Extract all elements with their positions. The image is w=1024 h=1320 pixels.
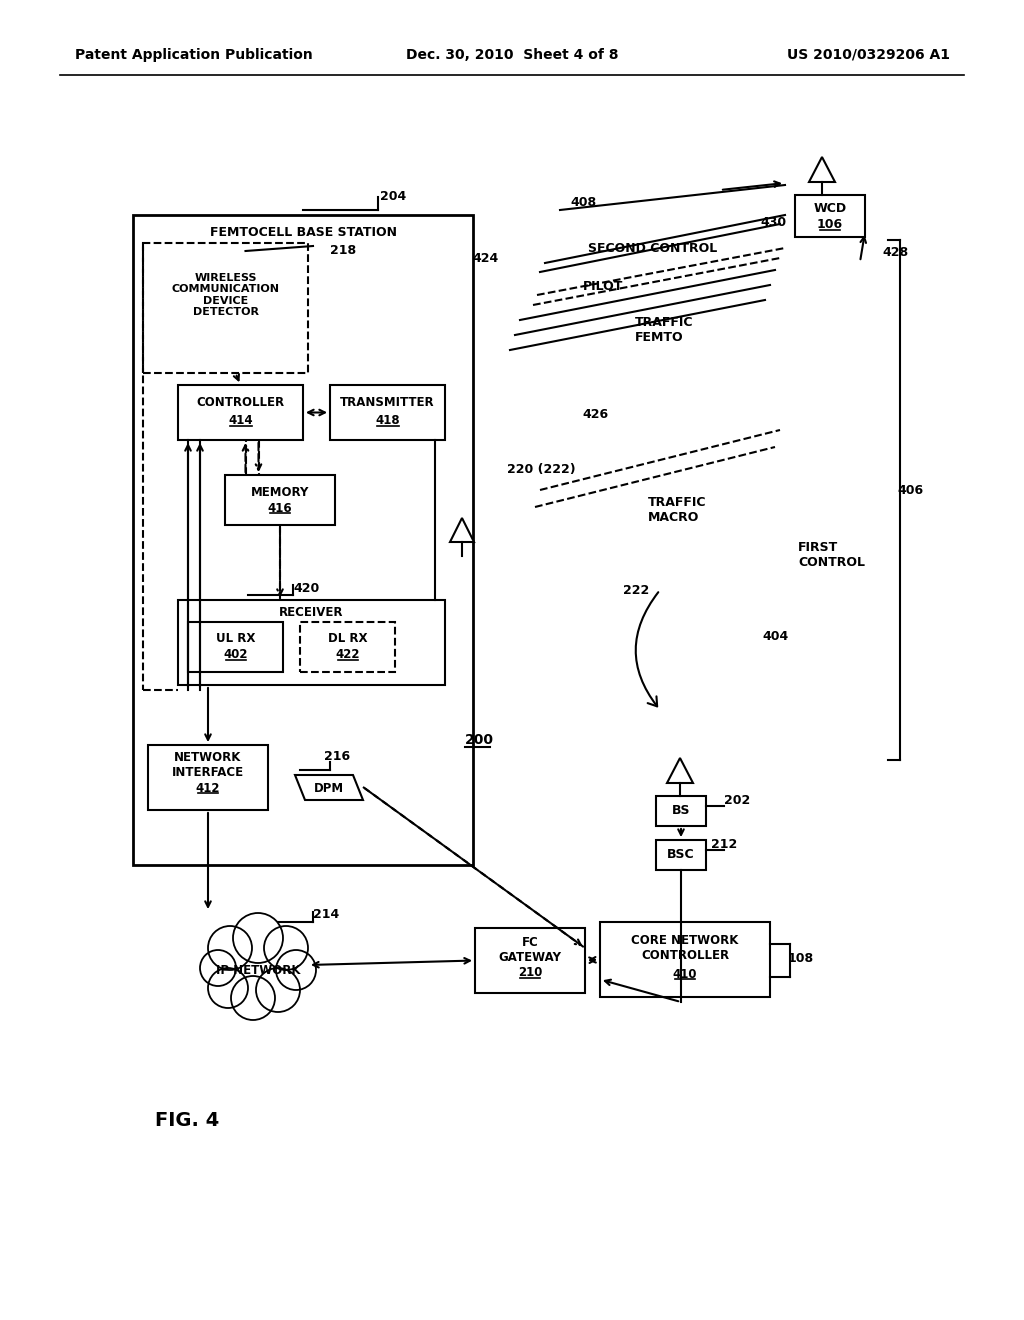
Text: DL RX: DL RX — [328, 632, 368, 645]
Text: 200: 200 — [465, 733, 494, 747]
Polygon shape — [295, 775, 362, 800]
Bar — [188, 622, 283, 672]
Text: 222: 222 — [623, 583, 649, 597]
Text: 414: 414 — [228, 414, 253, 428]
Text: WCD: WCD — [813, 202, 847, 215]
Polygon shape — [450, 517, 474, 543]
Bar — [143, 243, 308, 374]
Text: 210: 210 — [518, 966, 542, 979]
Text: 106: 106 — [817, 219, 843, 231]
Bar — [330, 385, 445, 440]
Circle shape — [256, 968, 300, 1012]
Circle shape — [208, 927, 252, 970]
Text: SECOND CONTROL: SECOND CONTROL — [588, 242, 717, 255]
Text: 404: 404 — [762, 631, 788, 644]
Text: Patent Application Publication: Patent Application Publication — [75, 48, 312, 62]
Text: FC
GATEWAY: FC GATEWAY — [499, 936, 561, 964]
Text: 410: 410 — [673, 968, 697, 981]
Text: TRAFFIC
MACRO: TRAFFIC MACRO — [648, 496, 707, 524]
Text: 420: 420 — [293, 582, 319, 594]
Text: 220 (222): 220 (222) — [507, 463, 575, 477]
FancyArrowPatch shape — [636, 593, 658, 706]
Text: US 2010/0329206 A1: US 2010/0329206 A1 — [787, 48, 950, 62]
Bar — [225, 475, 335, 525]
Text: 204: 204 — [380, 190, 407, 203]
Polygon shape — [809, 157, 835, 182]
Circle shape — [264, 927, 308, 970]
Text: 408: 408 — [570, 195, 596, 209]
Text: 426: 426 — [582, 408, 608, 421]
Text: 402: 402 — [223, 648, 248, 661]
Text: NETWORK
INTERFACE: NETWORK INTERFACE — [172, 751, 244, 779]
Text: 418: 418 — [375, 414, 399, 428]
Text: 216: 216 — [324, 751, 350, 763]
Polygon shape — [667, 758, 693, 783]
Text: PILOT: PILOT — [583, 280, 624, 293]
Text: 422: 422 — [335, 648, 359, 661]
Bar — [300, 622, 395, 672]
Bar — [475, 928, 585, 993]
Text: FIRST
CONTROL: FIRST CONTROL — [798, 541, 865, 569]
Bar — [656, 840, 706, 870]
Circle shape — [208, 968, 248, 1008]
Text: TRANSMITTER: TRANSMITTER — [340, 396, 435, 409]
Text: FEMTOCELL BASE STATION: FEMTOCELL BASE STATION — [210, 226, 396, 239]
Text: CORE NETWORK
CONTROLLER: CORE NETWORK CONTROLLER — [632, 935, 738, 962]
Text: 212: 212 — [711, 838, 737, 851]
Text: 430: 430 — [760, 215, 786, 228]
Bar — [656, 796, 706, 826]
Text: 424: 424 — [472, 252, 499, 264]
Text: RECEIVER: RECEIVER — [280, 606, 344, 619]
Bar — [133, 215, 473, 865]
Circle shape — [200, 950, 236, 986]
Text: CONTROLLER: CONTROLLER — [197, 396, 285, 409]
Bar — [795, 195, 865, 238]
Circle shape — [231, 975, 275, 1020]
Text: Dec. 30, 2010  Sheet 4 of 8: Dec. 30, 2010 Sheet 4 of 8 — [406, 48, 618, 62]
Text: 218: 218 — [330, 244, 356, 257]
Circle shape — [233, 913, 283, 964]
Bar — [178, 385, 303, 440]
Text: 214: 214 — [313, 908, 339, 921]
Text: WIRELESS
COMMUNICATION
DEVICE
DETECTOR: WIRELESS COMMUNICATION DEVICE DETECTOR — [171, 273, 280, 317]
Bar — [178, 601, 445, 685]
Text: BSC: BSC — [668, 849, 695, 862]
Text: 412: 412 — [196, 781, 220, 795]
Bar — [148, 744, 268, 810]
Text: MEMORY: MEMORY — [251, 486, 309, 499]
Text: DPM: DPM — [314, 781, 344, 795]
Text: IP NETWORK: IP NETWORK — [216, 964, 300, 977]
Text: 416: 416 — [267, 502, 292, 515]
Text: 202: 202 — [724, 795, 751, 808]
Circle shape — [276, 950, 316, 990]
Text: 428: 428 — [882, 247, 908, 260]
Text: FIG. 4: FIG. 4 — [155, 1110, 219, 1130]
Text: TRAFFIC
FEMTO: TRAFFIC FEMTO — [635, 315, 693, 345]
Text: 108: 108 — [788, 953, 814, 965]
Text: BS: BS — [672, 804, 690, 817]
Bar — [600, 921, 770, 997]
Text: UL RX: UL RX — [216, 632, 255, 645]
Text: 406: 406 — [897, 483, 923, 496]
